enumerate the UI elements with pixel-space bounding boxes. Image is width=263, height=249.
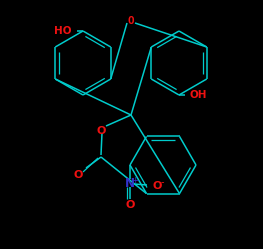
- Text: HO: HO: [54, 26, 72, 36]
- Text: -: -: [160, 177, 164, 187]
- Text: O: O: [128, 16, 134, 26]
- Text: OH: OH: [189, 90, 207, 100]
- Text: O: O: [152, 181, 162, 191]
- Text: O: O: [96, 126, 106, 136]
- Text: N: N: [125, 177, 135, 189]
- Text: O: O: [73, 170, 83, 180]
- Text: +: +: [131, 176, 139, 185]
- Text: O: O: [125, 200, 135, 210]
